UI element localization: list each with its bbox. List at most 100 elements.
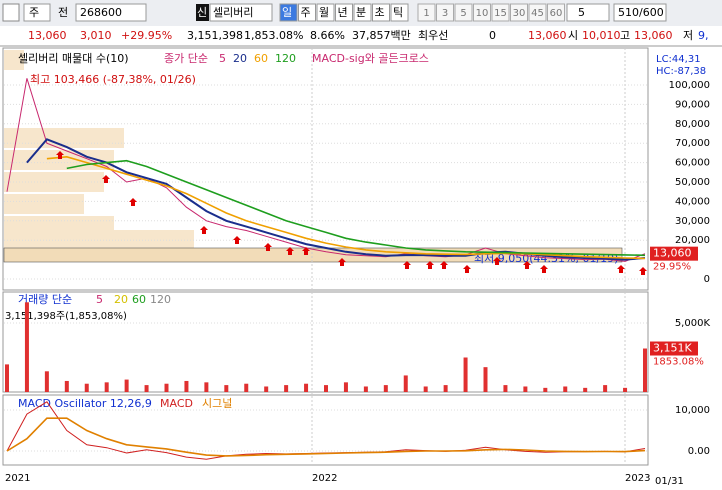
interval-label: 60 [550,8,563,19]
volume-bar [443,385,448,392]
date-label: 2021 [5,473,30,484]
cross-arrow [338,258,346,266]
turnover: 8.66% [310,29,345,42]
volume-bar [523,386,528,392]
volume-bar [543,387,548,392]
cross-arrow [56,151,64,159]
interval-button[interactable] [547,3,565,22]
volume-bar [204,382,209,392]
cross-arrow [440,261,448,269]
y-tick-label: 10,000 [675,405,710,416]
open-label: 시 [568,29,578,42]
volume-bar [5,364,9,392]
legend-item: 시그널 [202,397,232,410]
name-box [209,3,273,22]
period-label: 틱 [393,6,403,19]
interval-button[interactable] [528,3,547,22]
volume-bar [503,385,508,392]
profile-bar [4,216,114,230]
series-line [66,159,646,257]
cross-arrow [426,261,434,269]
interval-value: 5 [578,6,585,19]
volume-bar [184,380,189,392]
period-button[interactable] [390,3,409,22]
last-pct: 29.95% [653,262,691,273]
y-tick-label: 90,000 [675,99,710,110]
low-label: 저 [683,29,693,42]
legend-label: 종가 단순 [164,52,208,65]
period-button[interactable] [335,3,353,22]
y-tick-label: 5,000K [675,318,711,329]
annotation-low: 최저 9,050(44.31%, 01/19) [474,252,618,265]
high-label: 고 [620,29,630,42]
date-label: 2023 [625,473,650,484]
last-label: 13,060 [653,247,692,260]
code: 268600 [80,6,122,19]
interval-button[interactable] [454,3,473,22]
low: 9, [698,29,709,42]
legend-item: 120 [150,293,171,306]
cross-arrow [639,267,647,275]
volume-bar [423,386,428,392]
volume-pane [2,291,649,393]
legend-item: 5 [96,293,103,306]
y-tick-label: 70,000 [675,138,710,149]
interval-select[interactable] [566,3,610,22]
interval-label: 45 [531,8,544,19]
period-button[interactable] [279,3,298,22]
code-input[interactable] [75,3,147,22]
interval-button[interactable] [473,3,491,22]
period-label: 분 [356,6,366,19]
type-select[interactable] [23,3,51,22]
period-button[interactable] [298,3,316,22]
cross-arrow [286,247,294,255]
period-button[interactable] [372,3,390,22]
volume-bar [643,348,647,392]
cross-arrow [523,261,531,269]
count-box[interactable] [613,3,667,22]
period-label: 주 [301,6,311,19]
date-label: 01/31 [655,476,684,487]
cross-arrow [200,226,208,234]
series-line [26,138,646,261]
info-texts: 13,060 3,010 +29.95% 3,151,398 1,853.08%… [28,29,709,42]
legend-item: 5 [219,52,226,65]
interval-label: 5 [460,8,466,19]
last-box [650,341,698,356]
prev[interactable]: 전 [58,6,68,19]
date-label: 2022 [312,473,337,484]
volume-bar [563,386,568,392]
cross-arrow [129,198,137,206]
period-button[interactable] [353,3,372,22]
best-value: 0 [489,29,496,42]
last-box [650,246,698,261]
high: 13,060 [634,29,673,42]
y-tick-label: 60,000 [675,158,710,169]
count: 510/600 [618,6,664,19]
volume-bar [284,385,289,392]
legend-item: 60 [254,52,268,65]
interval-button[interactable] [436,3,454,22]
interval-label: 3 [442,8,448,19]
volume-bar [24,302,29,392]
period-button[interactable] [316,3,335,22]
volume-bar [264,386,269,392]
volume-subtitle: 3,151,398주(1,853,08%) [5,311,127,322]
volume-pct: 1,853.08% [244,29,303,42]
interval-button[interactable] [510,3,528,22]
profile-bar [4,50,24,70]
chart-icon[interactable] [2,3,20,22]
volume-bar [244,383,249,392]
cross-arrow [102,175,110,183]
legend-item: 120 [275,52,296,65]
volume-bar [104,382,109,392]
interval-button[interactable] [417,3,436,22]
volume-bar [224,385,229,392]
profile-bar [4,172,104,192]
cross-arrow [233,236,241,244]
interval-button[interactable] [491,3,510,22]
new-btn[interactable] [196,4,209,21]
volume-bar [623,387,628,392]
annotation-high: 최고 103,466 (-87,38%, 01/26) [30,73,196,86]
period-label: 년 [338,6,348,19]
